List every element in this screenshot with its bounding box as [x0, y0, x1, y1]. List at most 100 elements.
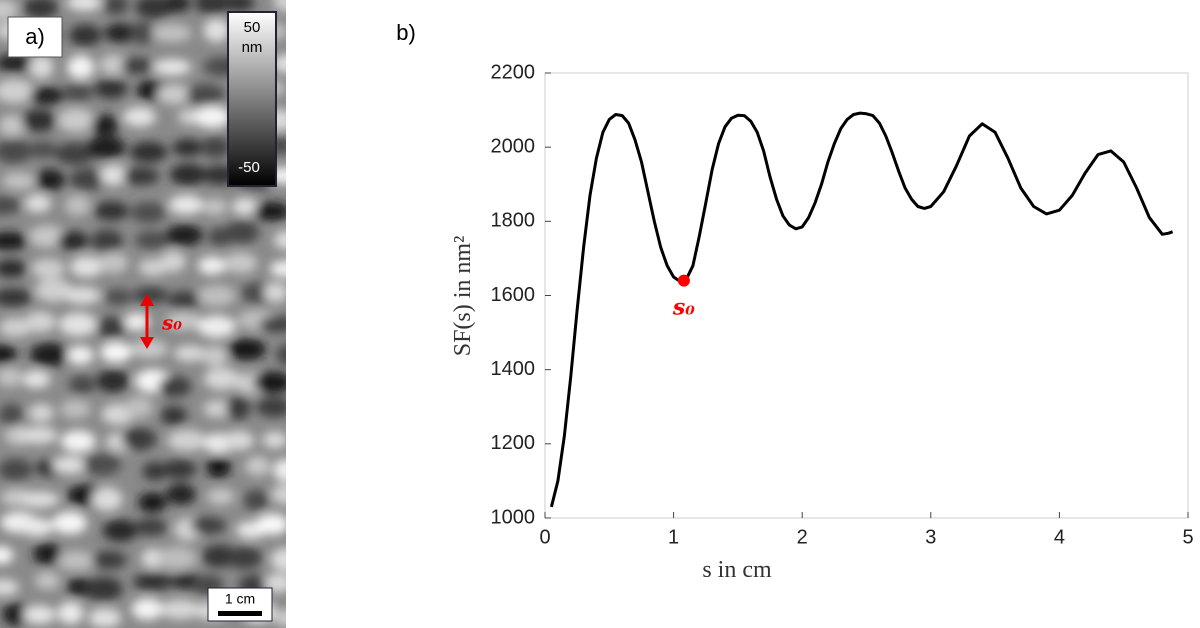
texture-blob	[190, 517, 227, 535]
texture-blob	[162, 459, 197, 480]
texture-blob	[167, 429, 207, 452]
texture-blob	[100, 342, 132, 363]
texture-blob	[173, 345, 206, 362]
texture-blob	[0, 53, 34, 72]
texture-blob	[157, 546, 197, 570]
texture-blob	[62, 83, 94, 102]
texture-blob	[0, 139, 33, 164]
texture-blob	[129, 21, 156, 45]
texture-blob	[121, 427, 157, 451]
texture-blob	[232, 198, 259, 215]
texture-blob	[33, 542, 61, 566]
texture-blob	[256, 396, 286, 418]
texture-blob	[24, 194, 52, 213]
texture-blob	[0, 288, 33, 307]
texture-blob	[203, 367, 241, 390]
texture-blob	[98, 252, 129, 274]
texture-blob	[165, 311, 202, 331]
texture-blob	[0, 403, 24, 426]
texture-blob	[129, 141, 168, 163]
texture-blob	[18, 426, 58, 444]
y-axis-title: SF(s) in nm²	[450, 236, 476, 357]
texture-blob	[269, 260, 286, 278]
texture-blob	[122, 167, 160, 186]
texture-blob	[83, 577, 123, 601]
y-tick-label: 1200	[491, 432, 536, 454]
texture-blob	[130, 339, 168, 359]
texture-blob	[0, 114, 26, 137]
texture-blob	[194, 0, 231, 15]
texture-blob	[57, 231, 89, 250]
texture-blob	[64, 286, 101, 305]
x-tick-label: 1	[668, 526, 679, 548]
colorbar-unit: nm	[242, 39, 263, 56]
texture-blob	[68, 375, 96, 394]
texture-blob	[271, 54, 286, 73]
texture-blob	[0, 196, 22, 215]
texture-blob	[91, 229, 124, 253]
colorbar-max: 50	[244, 19, 261, 36]
texture-blob	[102, 519, 138, 542]
texture-blob	[0, 317, 33, 338]
texture-blob	[88, 608, 122, 628]
texture-blob	[167, 290, 201, 309]
texture-blob	[202, 198, 228, 216]
texture-blob	[124, 312, 150, 331]
texture-blob	[19, 517, 54, 537]
texture-blob	[57, 601, 84, 625]
texture-blob	[103, 288, 133, 305]
texture-blob	[202, 345, 228, 367]
texture-blob	[22, 370, 51, 389]
x-tick-label: 4	[1054, 526, 1065, 548]
y-tick-label: 1800	[491, 210, 536, 232]
texture-blob	[35, 278, 73, 302]
texture-blob	[121, 57, 154, 74]
scale-bar-label: 1 cm	[225, 591, 255, 607]
texture-blob	[169, 163, 207, 186]
texture-blob	[272, 0, 286, 12]
panel-label: a)	[25, 24, 45, 49]
texture-blob	[202, 400, 234, 418]
texture-blob	[58, 312, 98, 337]
texture-blob	[23, 605, 56, 625]
texture-blob	[23, 0, 59, 19]
y-tick-label: 1600	[491, 284, 536, 306]
texture-blob	[142, 461, 168, 481]
texture-blob	[206, 488, 235, 505]
texture-blob	[29, 87, 64, 105]
texture-blob	[100, 164, 128, 186]
y-tick-label: 1000	[491, 506, 536, 528]
x-tick-label: 0	[539, 526, 550, 548]
texture-blob	[2, 603, 30, 626]
texture-blob	[226, 546, 263, 570]
texture-blob	[35, 169, 65, 191]
texture-blob	[29, 55, 54, 79]
texture-blob	[206, 456, 231, 479]
colorbar-min: -50	[238, 159, 260, 176]
texture-blob	[70, 256, 104, 278]
texture-blob	[153, 59, 192, 76]
texture-blob	[259, 316, 286, 333]
texture-blob	[67, 55, 95, 80]
texture-blob	[55, 142, 95, 165]
texture-blob	[57, 108, 95, 133]
texture-blob	[96, 369, 130, 393]
texture-blob	[245, 456, 270, 476]
texture-blob	[165, 224, 204, 246]
texture-blob	[172, 138, 203, 157]
red-arrow	[140, 294, 154, 349]
texture-blob	[69, 24, 102, 47]
texture-blob	[272, 609, 286, 627]
texture-blob	[91, 114, 119, 136]
texture-blob	[0, 344, 17, 364]
texture-blob	[168, 194, 204, 215]
texture-blob	[160, 599, 200, 620]
panel-label: b)	[396, 20, 416, 45]
texture-blob	[222, 431, 255, 451]
texture-blob	[197, 256, 227, 275]
x-tick-label: 3	[925, 526, 936, 548]
y-tick-label: 2200	[491, 61, 536, 83]
texture-blob	[27, 141, 58, 159]
texture-blob	[201, 136, 231, 159]
